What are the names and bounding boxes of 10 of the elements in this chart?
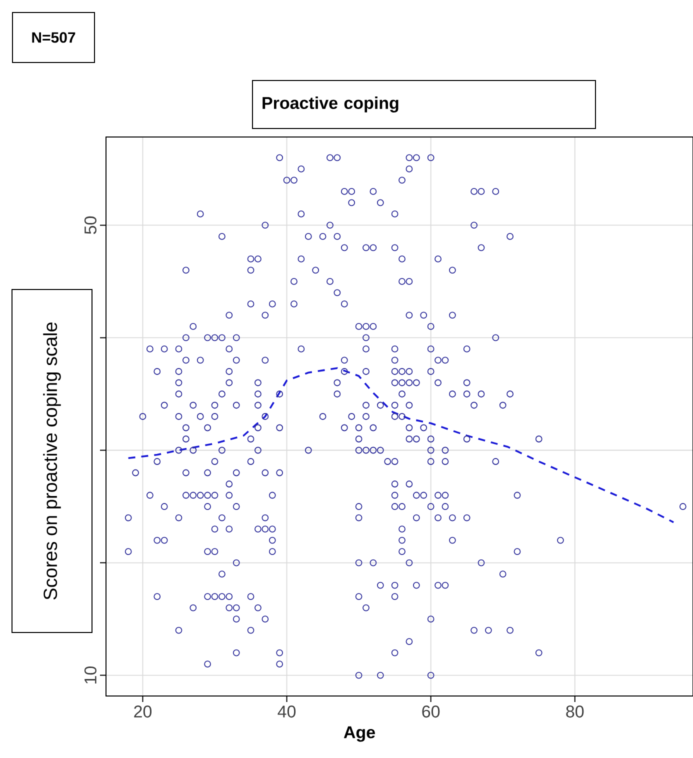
chart-title: Proactive coping: [262, 96, 398, 112]
text: N=507: [32, 32, 75, 43]
x-axis-title: Age: [344, 726, 375, 742]
x-tick-label: 80: [566, 706, 584, 718]
y-tick-label: 10: [84, 666, 96, 684]
y-axis-title: Scores on proactive coping scale: [42, 322, 61, 600]
x-tick-label: 40: [277, 706, 296, 718]
x-tick-label: 20: [134, 706, 152, 718]
y-tick-label: 50: [84, 216, 96, 234]
x-tick-label: 60: [422, 706, 440, 718]
